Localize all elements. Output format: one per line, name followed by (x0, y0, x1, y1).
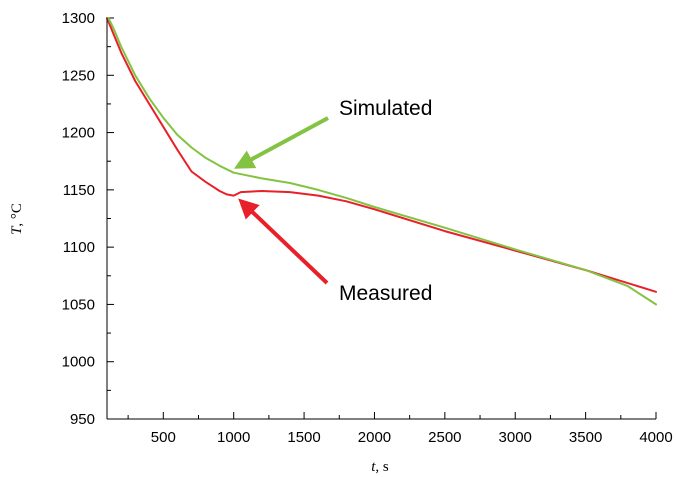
y-tick-label: 1300 (62, 10, 95, 27)
x-tick-label: 4000 (639, 429, 672, 446)
x-tick-label: 3500 (569, 429, 602, 446)
x-tick-label: 2500 (428, 429, 461, 446)
x-tick-label: 500 (151, 429, 176, 446)
x-tick-label: 1500 (287, 429, 320, 446)
y-tick-label: 1050 (62, 296, 95, 313)
y-axis-title-var: T (9, 225, 25, 235)
y-axis-title: T, °C (9, 203, 25, 235)
y-tick-label: 950 (70, 411, 95, 428)
measured-arrow (238, 198, 329, 285)
annotations-layer: Simulated Measured (233, 97, 432, 305)
x-tick-label: 3000 (499, 429, 532, 446)
measured-annotation-label: Measured (339, 282, 432, 305)
y-tick-label: 1250 (62, 67, 95, 84)
y-axis-title-unit: , °C (9, 203, 25, 227)
y-tick-label: 1000 (62, 354, 95, 371)
x-tick-label: 1000 (217, 429, 250, 446)
tick-labels-layer: 500 1000 1500 2000 2500 3000 3500 4000 950 1000 10… (62, 10, 673, 446)
axes-layer (106, 18, 656, 420)
y-tick-label: 1150 (63, 182, 95, 199)
y-tick-label: 1200 (62, 125, 95, 142)
simulated-annotation-label: Simulated (339, 97, 432, 120)
y-tick-label: 1100 (63, 239, 95, 256)
x-axis-title: t, s (371, 459, 389, 475)
ticks-layer (107, 17, 657, 420)
x-tick-label: 2000 (358, 429, 391, 446)
simulated-series-line (107, 17, 657, 306)
series-layer (106, 17, 657, 306)
measured-series-line (106, 17, 657, 293)
simulated-arrow (233, 116, 329, 169)
x-axis-title-var: t (371, 459, 376, 475)
x-axis-title-unit: , s (375, 459, 389, 475)
